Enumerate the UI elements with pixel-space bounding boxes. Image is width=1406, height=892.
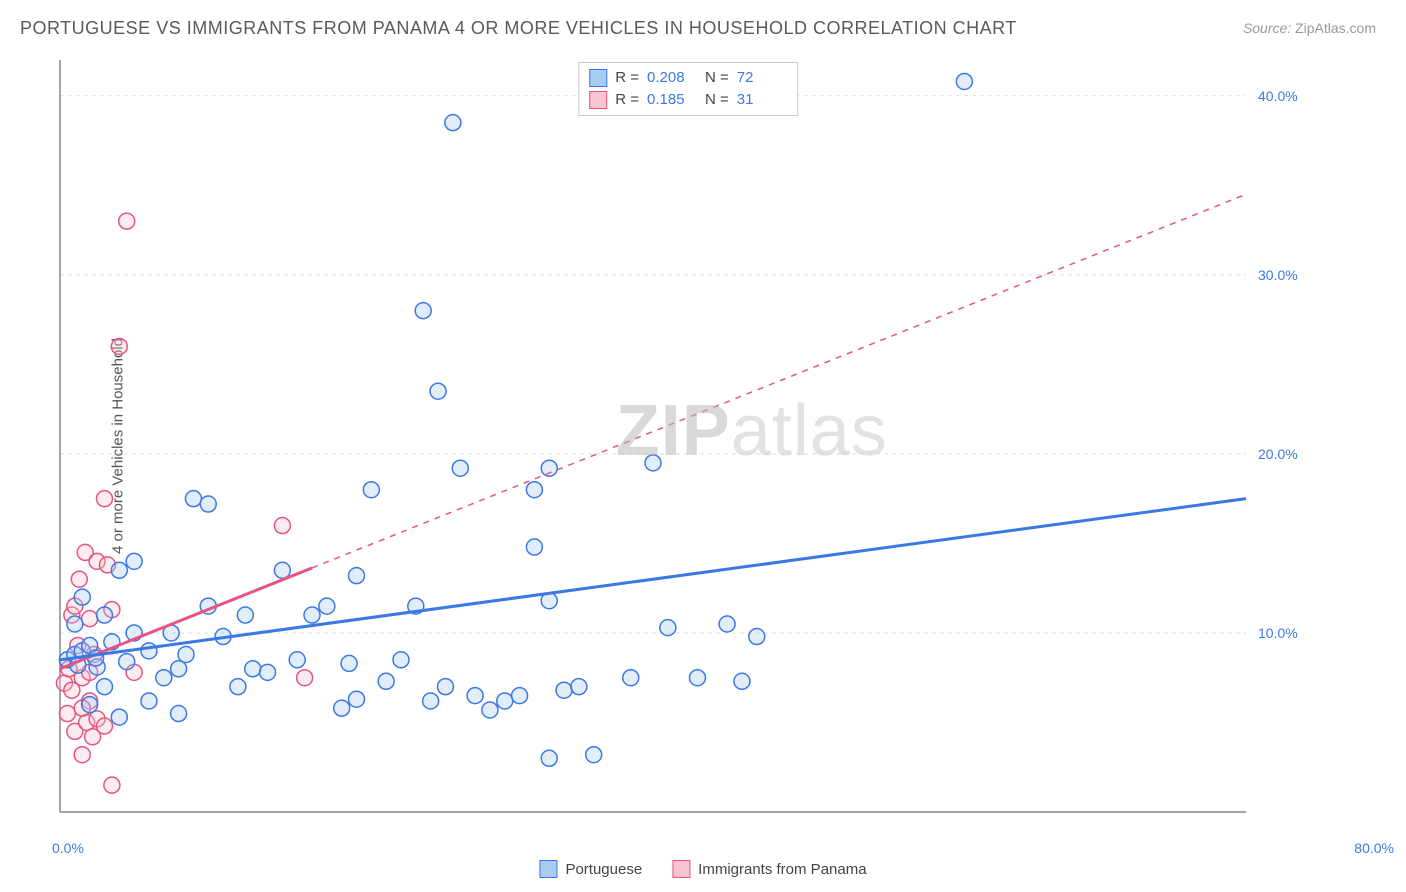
n-label: N = [705, 89, 729, 111]
legend-item: Portuguese [539, 860, 642, 878]
plot-svg: 10.0% 20.0% 30.0% 40.0% [50, 60, 1326, 832]
n-label: N = [705, 67, 729, 89]
x-axis-min-label: 0.0% [52, 840, 84, 856]
legend-swatch-a [539, 860, 557, 878]
source-label: Source: [1243, 20, 1291, 36]
chart-title: PORTUGUESE VS IMMIGRANTS FROM PANAMA 4 O… [20, 18, 1017, 39]
source-value: ZipAtlas.com [1295, 20, 1376, 36]
legend-swatch-a [589, 69, 607, 87]
svg-text:40.0%: 40.0% [1258, 88, 1298, 104]
legend-row: R = 0.185 N = 31 [589, 89, 787, 111]
n-value: 31 [737, 89, 787, 111]
correlation-legend: R = 0.208 N = 72 R = 0.185 N = 31 [578, 62, 798, 116]
svg-text:30.0%: 30.0% [1258, 267, 1298, 283]
legend-row: R = 0.208 N = 72 [589, 67, 787, 89]
svg-text:20.0%: 20.0% [1258, 446, 1298, 462]
series-legend: Portuguese Immigrants from Panama [539, 860, 866, 878]
r-value: 0.208 [647, 67, 697, 89]
r-label: R = [615, 67, 639, 89]
x-axis-max-label: 80.0% [1354, 840, 1394, 856]
legend-label: Immigrants from Panama [698, 861, 866, 878]
n-value: 72 [737, 67, 787, 89]
legend-swatch-b [672, 860, 690, 878]
legend-item: Immigrants from Panama [672, 860, 866, 878]
legend-label: Portuguese [565, 861, 642, 878]
r-value: 0.185 [647, 89, 697, 111]
r-label: R = [615, 89, 639, 111]
source-attribution: Source: ZipAtlas.com [1243, 20, 1376, 36]
legend-swatch-b [589, 91, 607, 109]
scatter-chart: R = 0.208 N = 72 R = 0.185 N = 31 ZIPatl… [50, 60, 1326, 832]
svg-text:10.0%: 10.0% [1258, 625, 1298, 641]
